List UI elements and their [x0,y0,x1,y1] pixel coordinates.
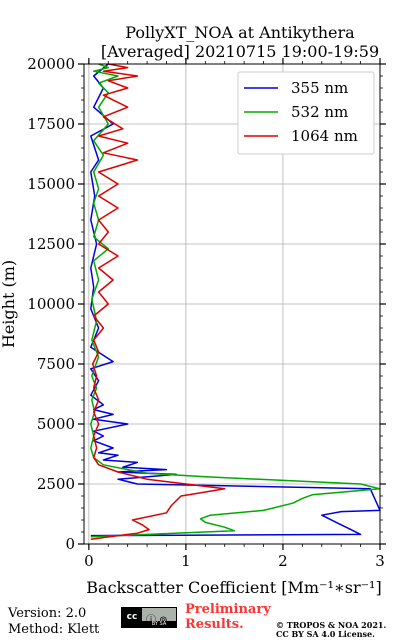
y-tick-label-3: 7500 [37,355,75,373]
x-tick-label-2: 2 [278,552,288,570]
y-tick-label-8: 20000 [27,55,75,73]
chart-title-line-2: [Averaged] 20210715 19:00-19:59 [100,42,380,61]
y-tick-label-1: 2500 [37,475,75,493]
series-line-0 [90,63,381,537]
y-tick-label-0: 0 [65,535,75,553]
y-tick-label-7: 17500 [27,115,75,133]
cc-license-badge: cc ⓘ ⊚ BY SA [121,607,177,628]
by-sa-icon: ⓘ ⊚ [146,611,168,626]
series-line-1 [90,63,381,538]
y-axis-label: Height (m) [0,260,18,348]
cc-logo-icon: cc [122,608,142,627]
x-axis-label: Backscatter Coefficient [Mm⁻¹∗sr⁻¹] [86,578,381,597]
preliminary-label: Preliminary [185,602,271,617]
legend-label-0: 355 nm [291,79,348,97]
y-tick-label-2: 5000 [37,415,75,433]
legend-label-2: 1064 nm [291,127,358,145]
y-tick-label-4: 10000 [27,295,75,313]
version-label: Version: 2.0 [8,606,87,621]
legend-label-1: 532 nm [291,103,348,121]
x-tick-label-0: 0 [84,552,94,570]
y-tick-label-6: 15000 [27,175,75,193]
series-line-2 [90,63,226,540]
method-label: Method: Klett [8,622,100,637]
results-label: Results. [185,617,244,632]
chart-title-line-1: PollyXT_NOA at Antikythera [125,23,355,42]
copyright-label: © TROPOS & NOA 2021. [276,620,387,630]
x-tick-label-1: 1 [181,552,191,570]
legend-box [237,71,375,155]
license-label: CC BY SA 4.0 License. [276,629,375,639]
by-sa-bar: BY SA [142,621,176,627]
y-tick-label-5: 12500 [27,235,75,253]
x-tick-label-3: 3 [375,552,385,570]
